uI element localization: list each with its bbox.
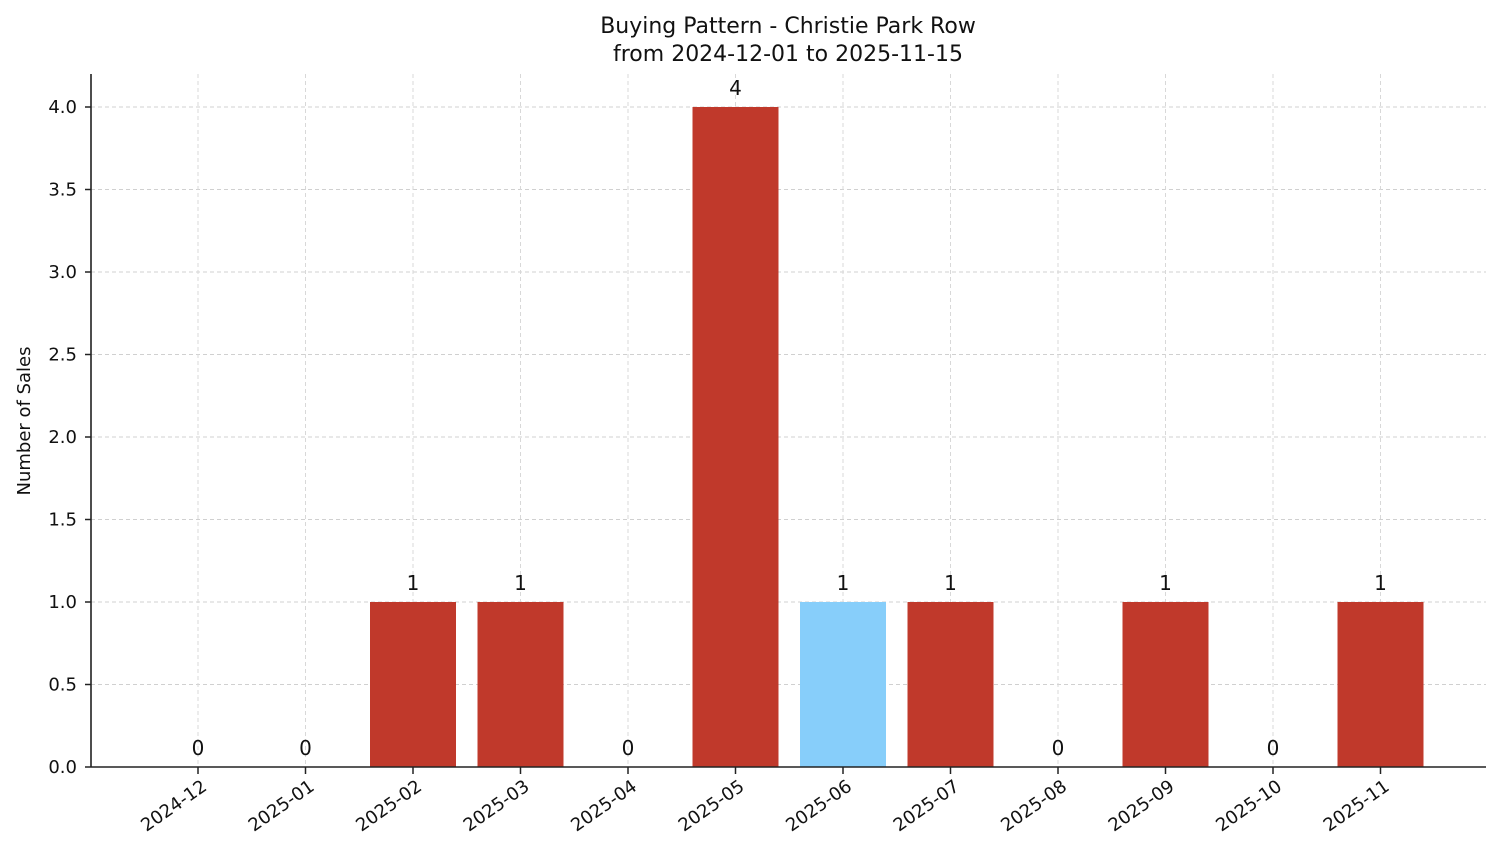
y-tick-label: 0.5 (48, 675, 77, 696)
x-tick-label: 2025-10 (1212, 776, 1286, 836)
y-tick-label: 4.0 (48, 97, 77, 118)
chart-subtitle: from 2024-12-01 to 2025-11-15 (613, 42, 963, 67)
bar (477, 602, 564, 767)
bar-value-label: 0 (1052, 736, 1065, 760)
grid-lines (91, 74, 1486, 768)
x-tick-label: 2025-05 (675, 776, 749, 836)
x-tick-label: 2025-03 (460, 776, 534, 836)
bars: 0 0 1 1 0 4 1 1 0 1 0 1 (192, 76, 1424, 767)
bar-value-label: 0 (192, 736, 205, 760)
bar (1337, 602, 1424, 767)
bar (370, 602, 456, 767)
bar (800, 602, 886, 767)
bar-value-label: 1 (407, 571, 420, 595)
bar (907, 602, 994, 767)
x-tick-label: 2025-08 (997, 776, 1071, 836)
x-tick-label: 2025-11 (1320, 776, 1394, 836)
y-tick-label: 3.0 (48, 262, 77, 283)
bar-value-label: 1 (1159, 571, 1172, 595)
y-axis-label: Number of Sales (14, 346, 35, 495)
bar-value-label: 1 (1374, 571, 1387, 595)
x-tick-label: 2025-04 (567, 776, 641, 836)
chart-title: Buying Pattern - Christie Park Row (600, 14, 976, 39)
bar-value-label: 0 (622, 736, 635, 760)
bar (1122, 602, 1209, 767)
y-tick-label: 2.0 (48, 427, 77, 448)
bar-value-label: 1 (514, 571, 527, 595)
x-tick-label: 2025-02 (352, 776, 426, 836)
y-tick-label: 1.5 (48, 510, 77, 531)
bar-value-label: 0 (1267, 736, 1280, 760)
bar-value-label: 1 (837, 571, 850, 595)
x-tick-label: 2025-09 (1105, 776, 1179, 836)
bar-value-label: 1 (944, 571, 957, 595)
x-tick-label: 2025-01 (245, 776, 319, 836)
x-tick-label: 2024-12 (137, 776, 211, 836)
y-tick-label: 0.0 (48, 757, 77, 778)
bar (692, 107, 779, 767)
x-tick-label: 2025-07 (890, 776, 964, 836)
bar-value-label: 4 (729, 76, 742, 100)
y-tick-label: 2.5 (48, 345, 77, 366)
y-tick-label: 3.5 (48, 180, 77, 201)
x-tick-label: 2025-06 (782, 776, 856, 836)
y-tick-label: 1.0 (48, 592, 77, 613)
bar-value-label: 0 (299, 736, 312, 760)
